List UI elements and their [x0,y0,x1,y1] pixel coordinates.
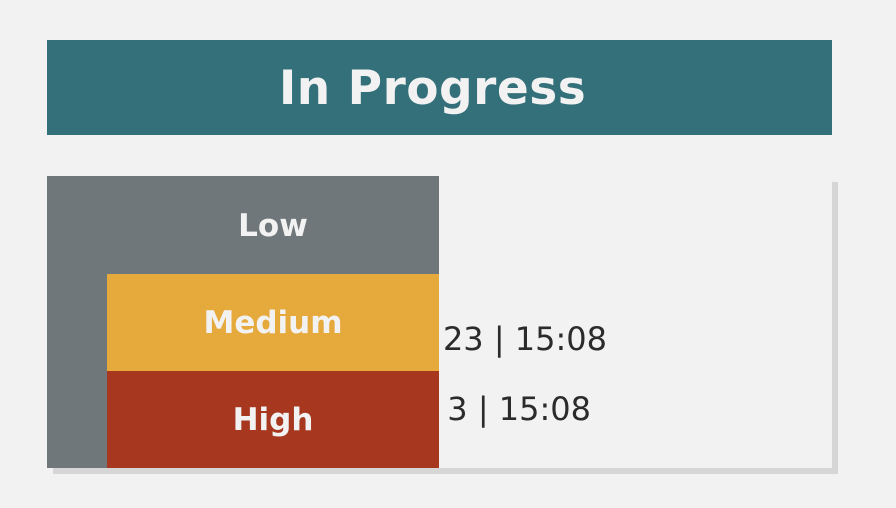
column-header: In Progress [47,40,832,135]
column-title: In Progress [278,61,587,116]
priority-dropdown-menu: Low Medium High [47,176,439,468]
task-date-time: 3 | 15:08 [447,390,591,428]
priority-option-label: High [232,401,314,438]
priority-option-high[interactable]: High [107,371,439,468]
priority-option-medium[interactable]: Medium [107,274,439,371]
priority-option-label: Medium [203,304,343,341]
priority-option-label: Low [238,208,308,244]
task-date-time: 23 | 15:08 [442,320,607,358]
